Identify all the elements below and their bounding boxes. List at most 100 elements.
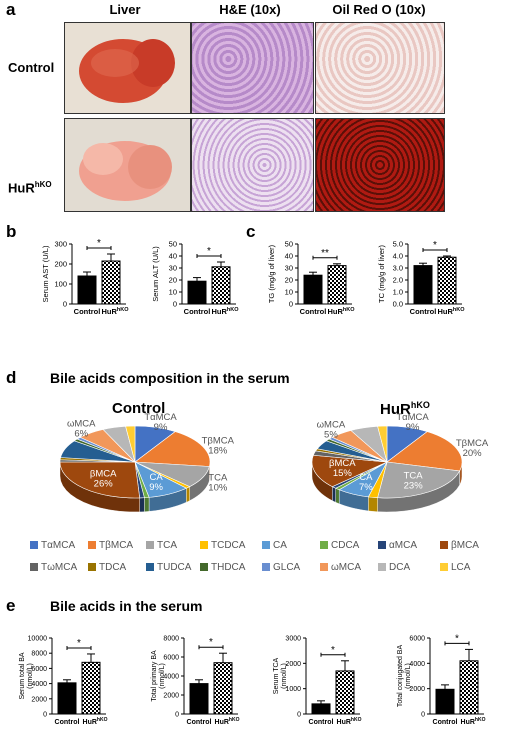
pie-data-label: TCA 23% — [404, 470, 424, 491]
pie-slice-βMCA — [59, 461, 141, 499]
pie-data-label: TαMCA 9% — [396, 412, 429, 433]
pie-slice-TβMCA — [386, 431, 463, 472]
significance-mark: * — [433, 240, 437, 251]
pie-data-label: TCA 10% — [208, 473, 228, 494]
bar-control — [435, 688, 455, 715]
y-axis-label: Serum AST (U/L) — [41, 245, 50, 302]
chart-serum-alt: 0 10 20 30 40 50 Serum ALT (U/L) * Control HuRhKO — [151, 240, 239, 317]
bar-hko — [459, 660, 479, 715]
y-axis-label: Serum TCA(nmol/L) — [273, 657, 288, 694]
pie-slice-side — [139, 497, 145, 513]
pie-slice-TβMCA — [134, 431, 211, 467]
y-tick-label: 0 — [63, 300, 67, 309]
y-tick-label: 0 — [175, 712, 179, 719]
y-tick-label: 0 — [43, 712, 47, 719]
panel-label-e: e — [6, 596, 16, 615]
legend-swatch — [200, 541, 208, 549]
legend-item-TωMCA: TωMCA — [30, 562, 77, 573]
y-axis-label: Total conjugated BA(nmol/L) — [397, 645, 412, 708]
y-tick-label: 1.0 — [393, 288, 403, 297]
significance-mark: * — [97, 238, 101, 249]
legend-swatch — [378, 563, 386, 571]
y-axis-label: TG (mg/g of liver) — [267, 244, 276, 303]
bar-hko — [213, 662, 233, 715]
y-tick-label: 8000 — [31, 651, 47, 658]
y-tick-label: 200 — [54, 260, 67, 269]
x-label-control: Control — [410, 307, 437, 316]
legend-item-CA: CA — [262, 540, 287, 551]
bar-hko — [437, 256, 457, 305]
legend-swatch — [262, 541, 270, 549]
legend-label: THDCA — [211, 562, 246, 573]
pie-hko-title: HuRhKO — [380, 400, 430, 418]
bar-control — [413, 265, 433, 305]
chart-serum-ast: 0 100 200 300 Serum AST (U/L) * Control HuRhKO — [41, 238, 129, 316]
bar-hko — [327, 265, 347, 305]
pie-slice-side — [186, 486, 190, 503]
pie-data-label: CA 7% — [359, 472, 373, 493]
chart-total-conjugated-ba: 0 2000 4000 6000 Total conjugated BA(nmol/L)… — [397, 633, 486, 726]
pie-slice-side — [332, 486, 336, 503]
x-label-hko: HuRhKO — [101, 307, 129, 316]
pie-data-label: ωMCA 6% — [67, 418, 96, 439]
legend-swatch — [146, 541, 154, 549]
x-label-hko: HuRhKO — [83, 717, 108, 726]
y-tick-label: 6000 — [163, 655, 179, 662]
bar-control — [311, 703, 331, 715]
legend-label: TβMCA — [99, 540, 134, 551]
legend-swatch — [262, 563, 270, 571]
y-tick-label: 2000 — [163, 693, 179, 700]
significance-mark: * — [331, 645, 335, 656]
pie-data-label: TβMCA 20% — [456, 438, 489, 459]
chart-tg: 0 10 20 30 40 50 TG (mg/g of liver) ** Control Hu… — [267, 240, 355, 317]
pie-chart-hko: TαMCA 9% TβMCA 20% TCA 23% CA 7%βMCA 15% ωMCA 5% — [311, 412, 489, 513]
y-tick-label: 4000 — [31, 681, 47, 688]
pie-chart-control: TαMCA 9% TβMCA 18% TCA 10% CA 9% βMCA 26% ωMCA 6% — [59, 412, 235, 513]
legend-item-LCA: LCA — [440, 562, 470, 573]
legend-swatch — [320, 563, 328, 571]
legend-item-TβMCA: TβMCA — [88, 540, 133, 551]
bar-hko — [101, 260, 121, 305]
panel-label-c: c — [246, 222, 256, 241]
panel-label-a: a — [6, 0, 16, 19]
chart-total-primary-ba: 0 2000 4000 6000 8000 Total primary BA(nmol/L… — [151, 636, 240, 727]
x-label-control: Control — [187, 719, 212, 726]
pie-control-title: Control — [112, 400, 166, 417]
y-tick-label: 0 — [421, 712, 425, 719]
significance-mark: * — [77, 638, 81, 649]
y-tick-label: 50 — [169, 240, 177, 249]
column-title-liver: Liver — [109, 2, 141, 17]
x-label-control: Control — [74, 307, 101, 316]
panel-label-d: d — [6, 368, 17, 387]
y-tick-label: 2.0 — [393, 276, 403, 285]
legend-item-THDCA: THDCA — [200, 562, 245, 573]
y-tick-label: 0 — [173, 300, 177, 309]
pie-slice-TCA — [377, 461, 461, 499]
y-tick-label: 0.0 — [393, 300, 403, 309]
row-label-hur-hko: HuRhKO — [8, 180, 52, 196]
legend-swatch — [200, 563, 208, 571]
pie-data-label: βMCA 26% — [90, 468, 117, 489]
section-e-title: Bile acids in the serum — [50, 598, 203, 614]
x-label-control: Control — [300, 307, 327, 316]
pie-slice-side — [144, 497, 150, 512]
row-label-control: Control — [8, 60, 55, 75]
y-tick-label: 2000 — [285, 661, 301, 668]
legend-item-GLCA: GLCA — [262, 562, 300, 573]
x-label-control: Control — [309, 719, 334, 726]
significance-mark: * — [207, 246, 211, 257]
y-tick-label: 4000 — [163, 674, 179, 681]
x-label-hko: HuRhKO — [461, 717, 486, 726]
y-tick-label: 20 — [285, 276, 293, 285]
y-tick-label: 10 — [285, 288, 293, 297]
y-tick-label: 4000 — [409, 661, 425, 668]
legend-label: TωMCA — [41, 562, 78, 573]
significance-mark: * — [209, 637, 213, 648]
x-label-control: Control — [433, 719, 458, 726]
legend-label: LCA — [451, 562, 471, 573]
legend-label: αMCA — [389, 540, 418, 551]
legend-label: CA — [273, 540, 287, 551]
y-tick-label: 1000 — [285, 686, 301, 693]
bar-hko — [81, 661, 101, 715]
bar-control — [303, 274, 323, 305]
